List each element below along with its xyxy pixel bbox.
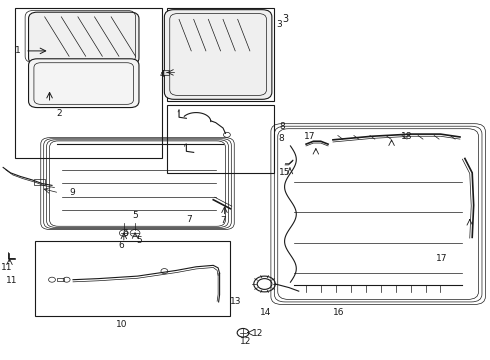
Bar <box>34 179 45 185</box>
Text: 13: 13 <box>230 297 242 306</box>
Text: 2: 2 <box>56 109 62 118</box>
Text: 12: 12 <box>240 337 251 346</box>
Text: 18: 18 <box>401 132 413 141</box>
Text: 17: 17 <box>436 255 447 264</box>
Text: 7: 7 <box>186 215 192 224</box>
Text: 5: 5 <box>137 237 142 246</box>
Bar <box>57 278 64 281</box>
Bar <box>35 241 230 316</box>
Text: 7: 7 <box>220 216 226 225</box>
Text: 15: 15 <box>279 168 291 177</box>
Text: 8: 8 <box>279 122 285 131</box>
Text: 4: 4 <box>159 71 165 80</box>
Text: 3: 3 <box>277 19 283 28</box>
Bar <box>163 70 169 75</box>
FancyBboxPatch shape <box>28 12 139 64</box>
Text: 9: 9 <box>69 188 75 197</box>
Text: 11: 11 <box>0 264 12 273</box>
Text: 3: 3 <box>282 14 288 24</box>
Bar <box>167 8 274 101</box>
FancyBboxPatch shape <box>164 10 272 99</box>
Bar <box>15 8 162 158</box>
FancyBboxPatch shape <box>28 59 139 108</box>
Bar <box>167 105 274 173</box>
Text: 8: 8 <box>278 134 284 143</box>
Text: 6: 6 <box>123 229 128 238</box>
Text: 14: 14 <box>260 308 271 317</box>
Text: 10: 10 <box>116 320 127 329</box>
Text: 1: 1 <box>15 46 21 55</box>
Text: 6: 6 <box>118 241 123 250</box>
Text: 5: 5 <box>133 211 138 220</box>
Text: 12: 12 <box>252 329 264 338</box>
Text: 17: 17 <box>304 132 315 141</box>
Text: 16: 16 <box>333 308 344 317</box>
Text: 11: 11 <box>5 276 17 285</box>
